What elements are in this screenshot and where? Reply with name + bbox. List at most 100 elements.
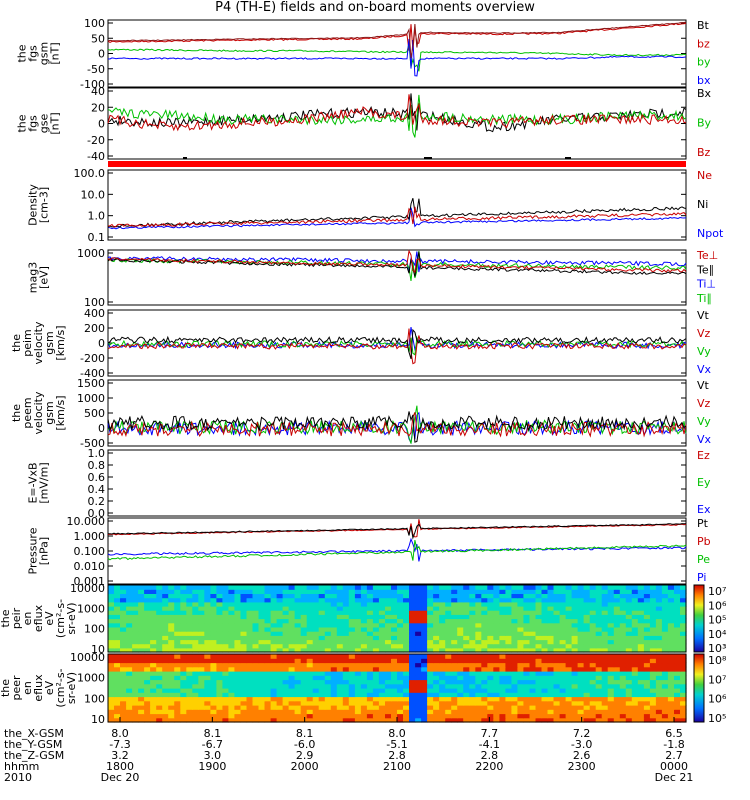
- spectrogram-cell: [306, 597, 314, 603]
- spectrogram-cell: [631, 605, 639, 611]
- ylabel-line: the: [16, 44, 29, 62]
- spectrogram-cell: [487, 692, 494, 698]
- ytick-label: -200: [80, 352, 105, 365]
- spectrogram-cell: [439, 601, 446, 607]
- spectrogram-cell: [348, 601, 356, 607]
- spectrogram-cell: [372, 654, 380, 659]
- spectrogram-cell: [427, 700, 434, 706]
- spectrogram-cell: [228, 622, 235, 628]
- spectrogram-cell: [391, 643, 398, 649]
- spectrogram-cell: [397, 692, 404, 698]
- spectrogram-cell: [415, 654, 422, 659]
- spectrogram-cell: [643, 705, 651, 710]
- spectrogram-cell: [108, 589, 115, 594]
- spectrogram-cell: [264, 593, 272, 599]
- spectrogram-cell: [541, 688, 549, 693]
- spectrogram-cell: [517, 585, 524, 590]
- spectrogram-cell: [108, 658, 115, 664]
- spectrogram-cell: [240, 700, 248, 706]
- spectrogram-cell: [264, 601, 272, 607]
- spectrogram-cell: [300, 605, 308, 611]
- spectrogram-cell: [680, 666, 687, 672]
- spectrogram-cell: [535, 585, 543, 590]
- spectrogram-cell: [403, 717, 410, 723]
- spectrogram-cell: [108, 683, 115, 689]
- spectrogram-cell: [385, 705, 392, 710]
- spectrogram-cell: [378, 605, 386, 611]
- spectrogram-cell: [409, 593, 416, 599]
- spectrogram-cell: [439, 658, 446, 664]
- spectrogram-cell: [264, 631, 272, 636]
- spectrogram-cell: [240, 705, 248, 710]
- spectrogram-cell: [252, 671, 260, 676]
- spectrogram-cell: [457, 654, 464, 659]
- spectrogram-cell: [427, 658, 434, 664]
- spectrogram-cell: [222, 601, 229, 607]
- ylabel-density: Density[cm-3]: [27, 184, 51, 226]
- spectrogram-cell: [487, 601, 494, 607]
- spectrogram-cell: [240, 717, 248, 723]
- spectrogram-cell: [583, 597, 591, 603]
- spectrogram-cell: [270, 626, 278, 632]
- spectrogram-cell: [204, 610, 211, 615]
- spectrogram-cell: [529, 585, 537, 590]
- spectrogram-cell: [445, 692, 452, 698]
- spectrogram-cell: [228, 696, 235, 702]
- spectrogram-cell: [258, 639, 266, 645]
- spectrogram-cell: [138, 671, 145, 676]
- spectrogram-cell: [180, 647, 187, 653]
- spectrogram-cell: [595, 713, 603, 719]
- spectrogram-cell: [409, 654, 416, 659]
- spectrogram-cell: [655, 585, 663, 590]
- spectrogram-cell: [643, 717, 651, 723]
- spectrogram-cell: [120, 643, 127, 649]
- spectrogram-cell: [457, 631, 464, 636]
- spectrogram-cell: [138, 589, 145, 594]
- spectrogram-cell: [661, 713, 669, 719]
- spectrogram-cell: [463, 610, 470, 615]
- spectrogram-cell: [637, 675, 645, 681]
- spectrogram-cell: [559, 688, 567, 693]
- spectrogram-cell: [348, 626, 356, 632]
- ytick-label: 100: [84, 296, 105, 309]
- spectrogram-cell: [180, 614, 187, 620]
- spectrogram-cell: [138, 631, 145, 636]
- spectrogram-cell: [451, 597, 458, 603]
- spectrogram-cell: [252, 654, 260, 659]
- spectrogram-cell: [439, 713, 446, 719]
- spectrogram-cell: [294, 585, 302, 590]
- spectrogram-cell: [168, 666, 175, 672]
- spectrogram-cell: [222, 700, 229, 706]
- spectrogram-cell: [541, 709, 549, 715]
- spectrogram-cell: [216, 622, 223, 628]
- spectrogram-cell: [114, 631, 121, 636]
- spectrogram-cell: [481, 614, 488, 620]
- spectrogram-cell: [607, 705, 615, 710]
- spectrogram-cell: [312, 662, 320, 668]
- spectrogram-cell: [457, 717, 464, 723]
- spectrogram-cell: [553, 593, 561, 599]
- spectrogram-cell: [300, 597, 308, 603]
- spectrogram-cell: [204, 593, 211, 599]
- spectrogram-cell: [475, 585, 482, 590]
- spectrogram-cell: [150, 618, 157, 624]
- spectrogram-cell: [168, 717, 175, 723]
- spectrogram-cell: [391, 635, 398, 641]
- spectrogram-cell: [180, 688, 187, 693]
- spectrogram-cell: [649, 692, 657, 698]
- spectrogram-cell: [385, 647, 392, 653]
- spectrogram-cell: [186, 597, 193, 603]
- spectrogram-cell: [397, 647, 404, 653]
- spectrogram-cell: [264, 658, 272, 664]
- spectrogram-cell: [216, 614, 223, 620]
- spectrogram-cell: [276, 585, 284, 590]
- spectrogram-cell: [451, 605, 458, 611]
- spectrogram-cell: [216, 635, 223, 641]
- spectrogram-cell: [463, 585, 470, 590]
- spectrogram-cell: [318, 688, 326, 693]
- spectrogram-cell: [216, 679, 223, 685]
- spectrogram-cell: [150, 605, 157, 611]
- spectrogram-cell: [372, 696, 380, 702]
- spectrogram-cell: [475, 713, 482, 719]
- spectrogram-cell: [300, 713, 308, 719]
